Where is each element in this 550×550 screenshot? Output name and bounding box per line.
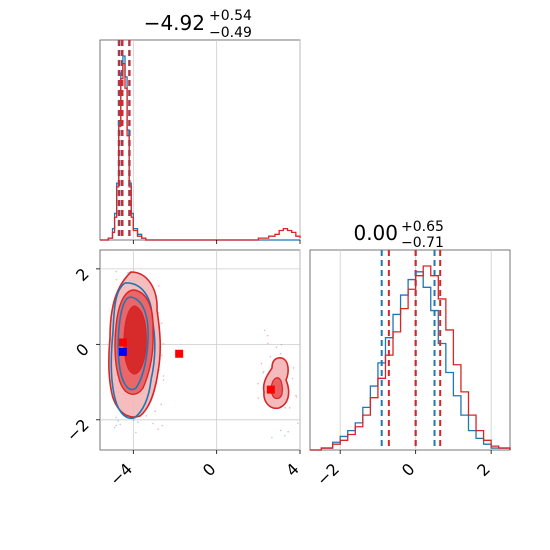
sample-point — [152, 422, 154, 425]
sample-point — [115, 424, 117, 427]
sample-point — [292, 367, 295, 369]
sample-point — [157, 428, 159, 430]
x-tick-label: 0 — [398, 459, 419, 480]
marker-marker_red — [266, 385, 275, 394]
title-upper-error: +0.54 — [209, 8, 252, 24]
sample-point — [291, 377, 294, 380]
histogram-series — [310, 265, 511, 451]
title-lower-error: −0.71 — [401, 235, 444, 251]
contour-main — [107, 271, 162, 419]
sample-point — [262, 372, 264, 374]
sample-point — [267, 342, 269, 345]
sample-point — [280, 343, 283, 346]
sample-point — [262, 370, 265, 373]
sample-point — [127, 272, 129, 274]
title-main: −4.92 — [144, 11, 205, 35]
contour-mid-blue — [117, 296, 149, 391]
title-main: 0.00 — [353, 221, 398, 245]
sample-point — [296, 422, 299, 425]
median-markers — [118, 338, 275, 394]
grid-lines — [132, 40, 301, 240]
y-tick-label: 2 — [72, 264, 93, 285]
sample-point — [119, 423, 122, 426]
x-tick-label: −4 — [106, 459, 136, 489]
sample-point — [145, 415, 148, 417]
x-tick-label: 4 — [282, 459, 303, 480]
panel-bottom-left — [99, 249, 301, 451]
sample-point — [260, 362, 263, 365]
histogram-series — [100, 55, 301, 241]
sample-point — [257, 382, 259, 385]
sample-point — [266, 334, 269, 337]
sample-point — [137, 421, 139, 423]
contour-secondary — [262, 357, 290, 410]
y-tick-label: −2 — [63, 415, 93, 445]
x-tick-label: −2 — [313, 459, 343, 489]
sample-point — [135, 431, 137, 434]
contour-inner-fill — [123, 305, 147, 375]
x-tick-label: 2 — [473, 459, 494, 480]
sample-point — [271, 436, 273, 439]
quantile-lines — [117, 40, 131, 240]
title-lower-error: −0.49 — [209, 25, 252, 41]
marker-marker_blue — [118, 347, 127, 356]
sample-point — [257, 397, 259, 399]
marker-marker_red — [175, 349, 184, 358]
sample-point — [113, 426, 116, 429]
sample-point — [158, 285, 160, 287]
sample-point — [295, 396, 298, 398]
x-tick-label: 0 — [199, 459, 220, 480]
sample-point — [284, 406, 287, 409]
sample-point — [132, 419, 135, 421]
sample-point — [263, 329, 266, 332]
sample-point — [160, 322, 163, 325]
sample-point — [154, 410, 156, 413]
sample-point — [275, 346, 278, 349]
sample-point — [162, 375, 165, 377]
sample-point — [161, 424, 164, 427]
y-tick-label: 0 — [72, 340, 93, 361]
panel-top-left: −4.92 +0.54 −0.49 — [99, 8, 301, 241]
histogram-line-red — [100, 62, 301, 241]
sample-point — [288, 407, 291, 409]
sample-point — [160, 403, 162, 406]
sample-point — [162, 342, 165, 345]
sample-point — [287, 430, 289, 433]
histogram-line-red — [310, 265, 511, 451]
sample-point — [269, 355, 272, 358]
panel-bottom-right: 0.00 +0.65 −0.71 — [309, 219, 511, 451]
sample-point — [279, 352, 282, 355]
marker-marker_red — [118, 338, 127, 347]
title-upper-error: +0.65 — [401, 219, 444, 235]
sample-point — [115, 416, 117, 419]
sample-point — [161, 354, 163, 357]
sample-point — [295, 394, 297, 397]
sample-point — [162, 379, 165, 381]
sample-point — [117, 420, 120, 422]
sample-point — [115, 278, 118, 281]
sample-point — [284, 434, 286, 437]
sample-point — [115, 270, 118, 273]
panel-frame — [309, 249, 511, 451]
sample-point — [280, 429, 282, 432]
histogram-line-blue — [310, 271, 511, 451]
